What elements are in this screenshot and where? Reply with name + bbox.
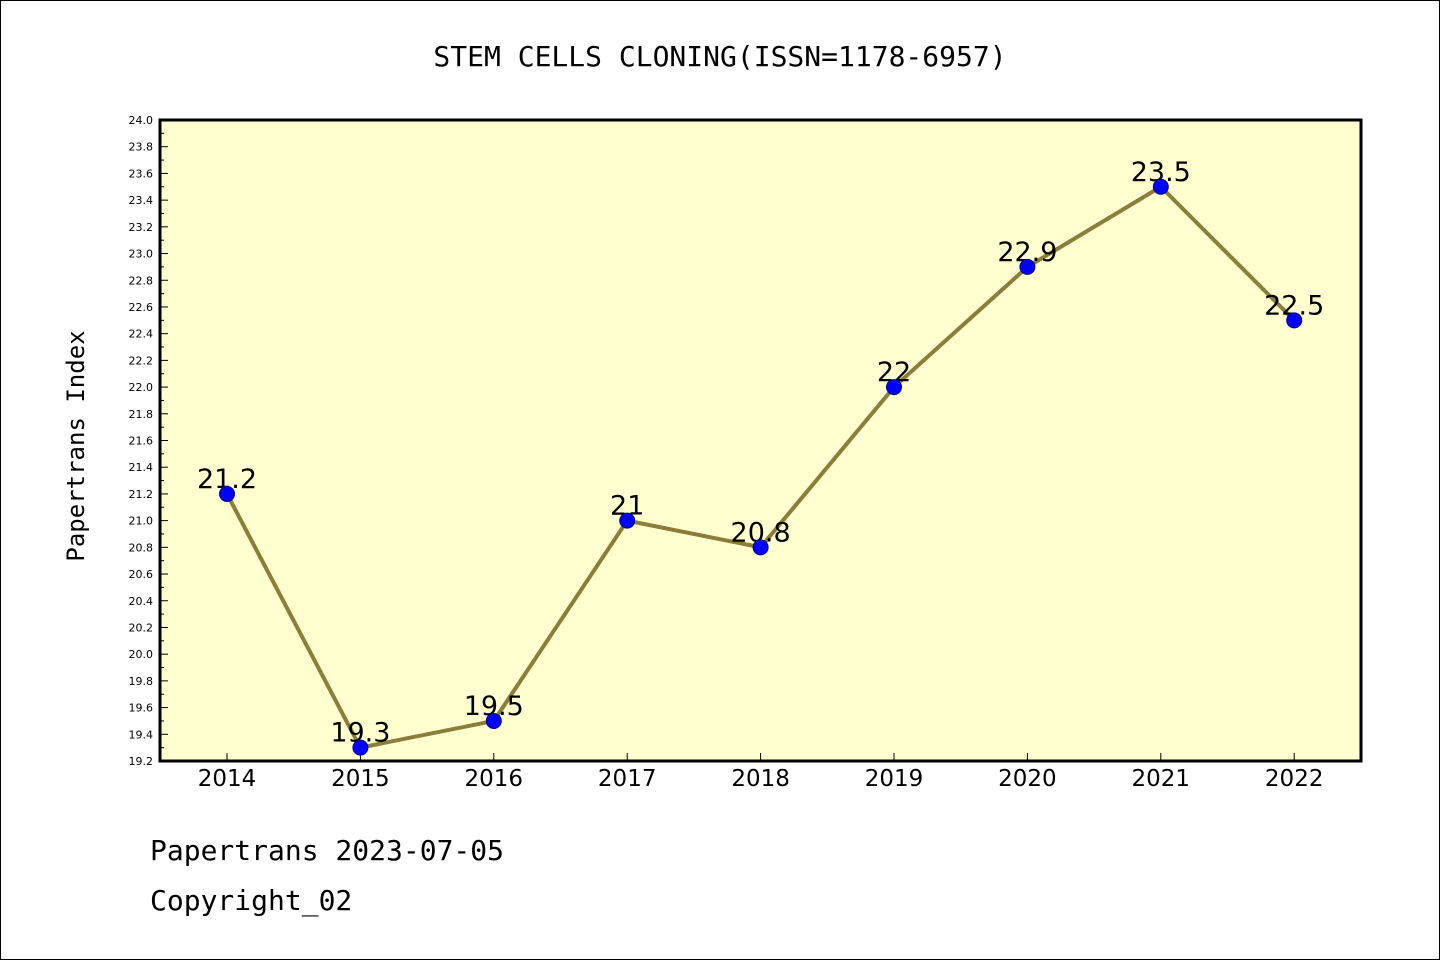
data-point — [752, 539, 769, 556]
y-tick-label: 19.2 — [129, 755, 154, 768]
y-axis-ticks: 19.2 19.4 19.6 19.8 20.0 20.2 20.4 20.6 20.8 21.0… — [129, 114, 168, 768]
data-point — [619, 512, 636, 529]
y-tick-label: 23.6 — [129, 167, 154, 180]
chart-title: STEM CELLS CLONING(ISSN=1178-6957) — [433, 40, 1006, 73]
data-point — [1019, 258, 1036, 275]
y-tick-label: 22.2 — [129, 354, 154, 367]
y-tick-label: 23.0 — [129, 248, 154, 261]
y-tick-label: 21.8 — [129, 408, 154, 421]
x-axis-ticks: 2014 2015 2016 2017 2018 2019 2020 2021 2022 — [198, 753, 1324, 792]
x-tick-label: 2014 — [198, 766, 257, 792]
y-tick-label: 24.0 — [129, 114, 154, 127]
data-point — [485, 712, 502, 729]
y-tick-label: 21.2 — [129, 488, 154, 501]
x-tick-label: 2016 — [465, 766, 524, 792]
data-point — [886, 379, 902, 396]
x-tick-label: 2015 — [331, 766, 390, 792]
y-tick-label: 19.8 — [129, 675, 154, 688]
y-tick-label: 22.4 — [129, 328, 154, 341]
footer-copyright: Copyright_02 — [150, 884, 353, 917]
y-tick-label: 21.4 — [129, 461, 154, 474]
y-tick-label: 22.8 — [129, 274, 154, 287]
plot-area — [160, 120, 1361, 761]
x-tick-label: 2021 — [1132, 766, 1191, 792]
y-tick-label: 22.0 — [129, 381, 154, 394]
x-tick-label: 2022 — [1265, 766, 1324, 792]
y-tick-label: 19.6 — [129, 702, 154, 715]
y-tick-label: 20.0 — [129, 648, 154, 661]
y-tick-label: 20.8 — [129, 541, 154, 554]
y-tick-label: 20.6 — [129, 568, 154, 581]
y-tick-label: 23.4 — [129, 194, 154, 207]
data-point — [1152, 178, 1169, 195]
y-tick-label: 20.2 — [129, 621, 154, 634]
y-tick-label: 20.4 — [129, 595, 154, 608]
x-tick-label: 2019 — [865, 766, 924, 792]
x-tick-label: 2017 — [598, 766, 657, 792]
y-tick-label: 19.4 — [129, 728, 154, 741]
plot-border — [158, 118, 1363, 763]
footer-date: Papertrans 2023-07-05 — [150, 834, 505, 867]
y-axis-label: Papertrans Index — [62, 330, 90, 561]
x-tick-label: 2020 — [998, 766, 1057, 792]
y-tick-label: 21.6 — [129, 435, 154, 448]
y-tick-label: 23.8 — [129, 141, 154, 154]
x-tick-label: 2018 — [731, 766, 790, 792]
y-tick-label: 22.6 — [129, 301, 154, 314]
data-point — [1286, 312, 1303, 329]
y-tick-label: 23.2 — [129, 221, 154, 234]
y-tick-label: 21.0 — [129, 515, 154, 528]
data-point — [352, 739, 369, 756]
data-point — [219, 485, 235, 502]
